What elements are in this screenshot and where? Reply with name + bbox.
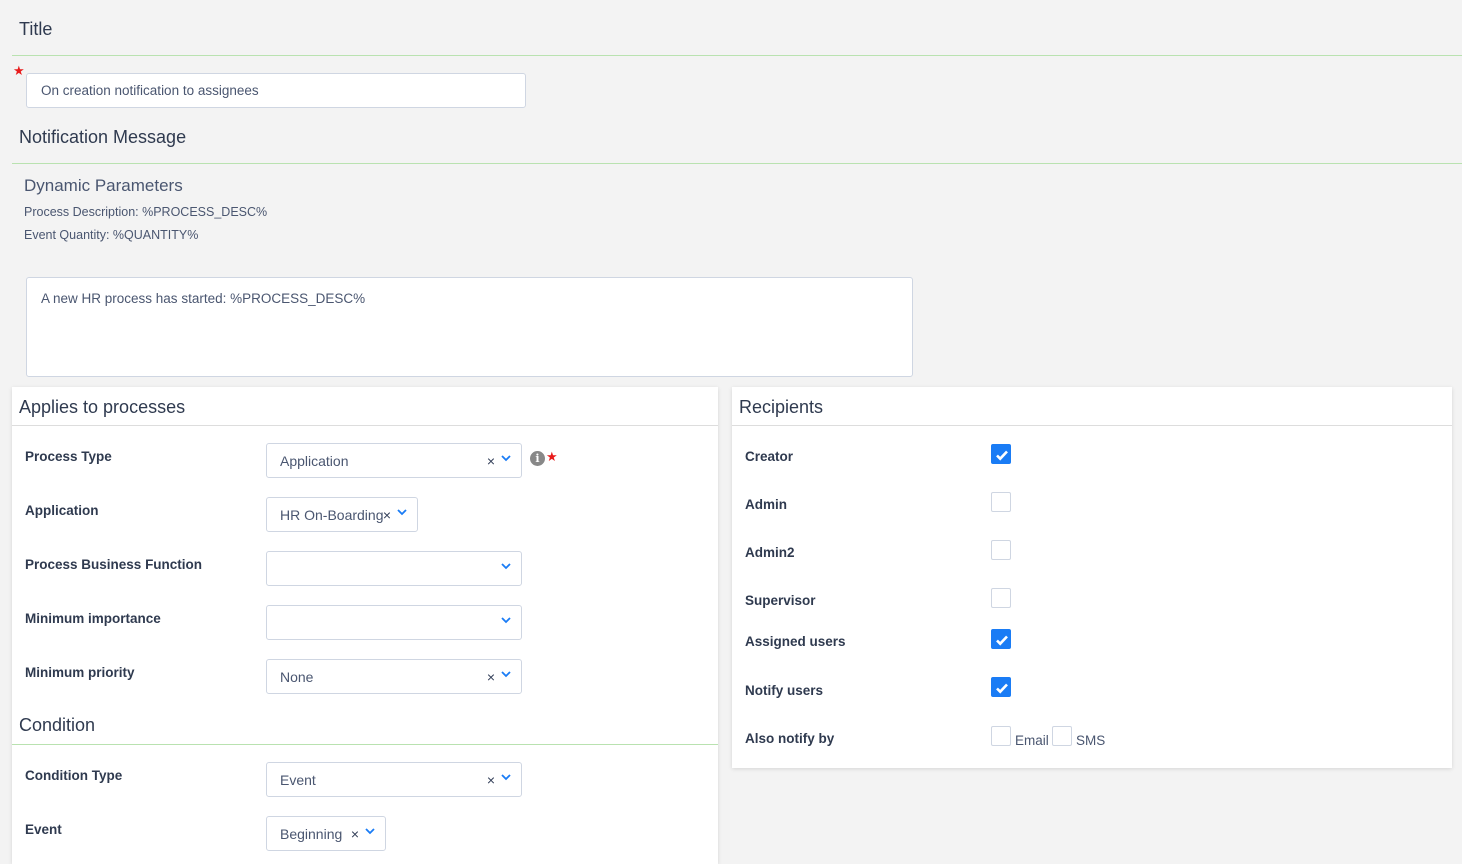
condition-heading: Condition <box>19 715 96 735</box>
recipient-label: Supervisor <box>745 593 816 608</box>
divider <box>12 55 1462 56</box>
chevron-down-icon <box>501 455 511 462</box>
applies-heading: Applies to processes <box>19 397 186 417</box>
select-4[interactable]: None × <box>266 659 522 694</box>
chevron-down-icon <box>397 509 407 516</box>
chevron-down-icon <box>365 828 375 835</box>
param-process-description: Process Description: %PROCESS_DESC% <box>24 205 268 219</box>
divider <box>12 425 718 426</box>
clear-icon[interactable]: × <box>486 669 495 685</box>
field-label: Process Business Function <box>25 557 203 572</box>
recipient-label: Creator <box>745 449 794 464</box>
check-icon <box>996 635 1008 646</box>
condition-field-label: Event <box>25 822 62 837</box>
select-value: None <box>280 668 314 685</box>
divider <box>12 744 718 745</box>
chevron-down-icon <box>501 671 511 678</box>
select-3[interactable] <box>266 605 522 640</box>
field-label: Minimum priority <box>25 665 135 680</box>
field-label: Process Type <box>25 449 112 464</box>
param-event-quantity: Event Quantity: %QUANTITY% <box>24 228 199 242</box>
clear-icon[interactable]: × <box>350 826 359 842</box>
condition-field-label: Condition Type <box>25 768 123 783</box>
recipients-heading: Recipients <box>739 397 824 417</box>
field-label: Minimum importance <box>25 611 161 626</box>
recipients-panel: Recipients <box>732 387 1452 768</box>
check-icon <box>996 450 1008 461</box>
recipient-checkbox[interactable] <box>991 492 1011 512</box>
recipient-checkbox[interactable] <box>991 629 1011 649</box>
clear-icon[interactable]: × <box>486 453 495 469</box>
divider <box>12 163 1462 164</box>
also-notify-label: Also notify by <box>745 731 835 746</box>
condition-select-1[interactable]: Beginning × <box>266 816 386 851</box>
chevron-down-icon <box>501 774 511 781</box>
recipient-label: Notify users <box>745 683 824 698</box>
title-heading: Title <box>19 19 53 39</box>
recipient-checkbox[interactable] <box>991 444 1011 464</box>
notify-option-label: Email <box>1015 733 1049 748</box>
condition-select-0[interactable]: Event × <box>266 762 522 797</box>
clear-icon[interactable]: × <box>486 772 495 788</box>
divider <box>732 425 1452 426</box>
notify-email-checkbox[interactable] <box>991 726 1011 746</box>
select-value: HR On-Boarding <box>280 506 384 523</box>
chevron-down-icon <box>501 617 511 624</box>
recipient-checkbox[interactable] <box>991 540 1011 560</box>
field-label: Application <box>25 503 99 518</box>
chevron-down-icon <box>501 563 511 570</box>
recipient-label: Admin <box>745 497 787 512</box>
required-star-icon: ★ <box>13 63 25 78</box>
dynamic-parameters-heading: Dynamic Parameters <box>24 176 183 195</box>
recipient-label: Admin2 <box>745 545 795 560</box>
select-value: Application <box>280 452 349 469</box>
check-icon <box>996 683 1008 694</box>
recipient-checkbox[interactable] <box>991 588 1011 608</box>
select-2[interactable] <box>266 551 522 586</box>
notify-sms-checkbox[interactable] <box>1052 726 1072 746</box>
recipient-label: Assigned users <box>745 634 846 649</box>
message-textarea[interactable]: A new HR process has started: %PROCESS_D… <box>26 277 913 377</box>
select-value: Event <box>280 771 316 788</box>
notify-option-label: SMS <box>1076 733 1106 748</box>
select-value: Beginning <box>280 825 343 842</box>
info-icon[interactable]: i <box>530 451 545 466</box>
required-star-icon: ★ <box>546 449 558 464</box>
notification-message-heading: Notification Message <box>19 127 187 147</box>
clear-icon[interactable]: × <box>382 507 391 523</box>
title-input[interactable]: On creation notification to assignees <box>26 73 526 108</box>
select-1[interactable]: HR On-Boarding × <box>266 497 418 532</box>
select-0[interactable]: Application × <box>266 443 522 478</box>
recipient-checkbox[interactable] <box>991 677 1011 697</box>
